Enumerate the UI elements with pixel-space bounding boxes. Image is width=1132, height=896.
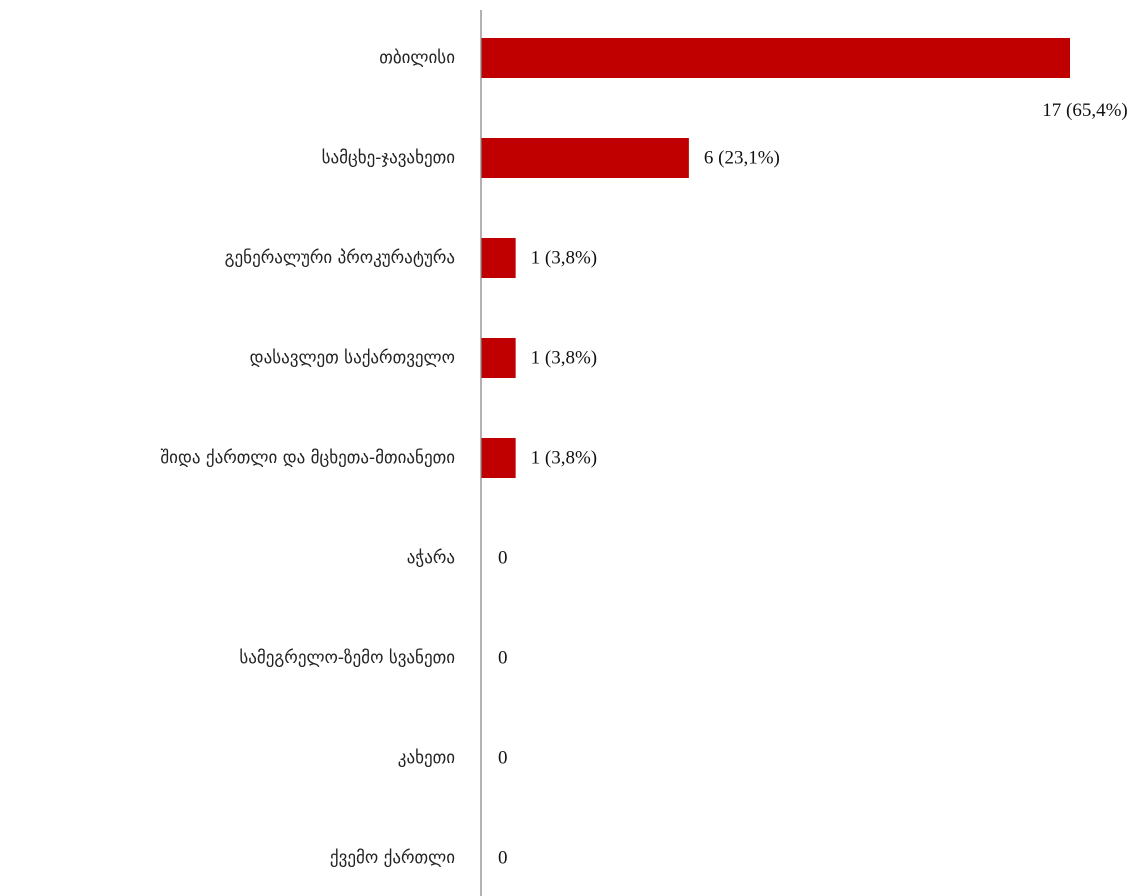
category-label: სამცხე-ჯავახეთი xyxy=(322,148,455,168)
category-label: ქვემო ქართლი xyxy=(330,848,455,868)
value-label: 17 (65,4%) xyxy=(1042,100,1128,121)
value-label: 0 xyxy=(498,747,508,768)
bar xyxy=(481,138,689,178)
bar xyxy=(481,338,516,378)
category-label: კახეთი xyxy=(398,748,455,768)
value-label: 1 (3,8%) xyxy=(531,347,597,368)
value-label: 1 (3,8%) xyxy=(531,447,597,468)
bar xyxy=(481,238,516,278)
category-label: დასავლეთ საქართველო xyxy=(250,348,455,368)
category-label: სამეგრელო-ზემო სვანეთი xyxy=(239,648,455,668)
value-label: 1 (3,8%) xyxy=(531,247,597,268)
category-label: გენერალური პროკურატურა xyxy=(225,248,455,268)
category-label: შიდა ქართლი და მცხეთა-მთიანეთი xyxy=(160,448,455,468)
bar xyxy=(481,38,1070,78)
value-label: 0 xyxy=(498,547,508,568)
category-label: თბილისი xyxy=(379,48,455,68)
category-label: აჭარა xyxy=(407,548,455,568)
bar xyxy=(481,438,516,478)
value-label: 6 (23,1%) xyxy=(704,147,780,168)
value-label: 0 xyxy=(498,847,508,868)
value-label: 0 xyxy=(498,647,508,668)
